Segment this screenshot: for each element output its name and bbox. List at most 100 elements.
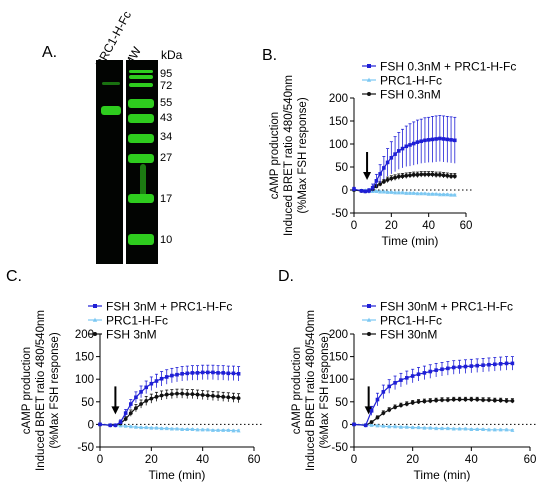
western-blot-image [96, 60, 158, 264]
data-point [211, 394, 215, 398]
mw-label-17: 17 [160, 193, 173, 205]
data-point [445, 426, 450, 431]
data-point [404, 402, 409, 406]
data-point [206, 370, 210, 375]
data-point [387, 384, 391, 389]
data-point [369, 409, 374, 413]
y-axis-label-line: cAMP production [269, 112, 281, 199]
data-point [180, 391, 185, 396]
data-point [487, 398, 491, 402]
data-point [411, 191, 416, 195]
data-point [498, 362, 503, 366]
marker-band-72 [129, 83, 153, 87]
y-tick-label: 150 [75, 352, 94, 364]
data-point [159, 426, 164, 431]
data-point [410, 425, 415, 430]
data-point [139, 402, 143, 406]
data-point [393, 190, 398, 195]
data-point [453, 138, 457, 143]
data-point [449, 174, 453, 179]
data-point [441, 173, 446, 178]
data-point [451, 365, 456, 370]
data-point [430, 191, 435, 196]
y-axis-label-line: (%Max FSH response) [49, 332, 61, 448]
data-point [457, 426, 462, 431]
legend-label: FSH 30nM + PRC1-H-Fc [380, 300, 513, 314]
data-point [113, 423, 118, 428]
data-point [481, 363, 485, 367]
y-axis-label-line: (%Max FSH response) [297, 97, 309, 213]
data-point [359, 189, 364, 193]
data-point [393, 405, 397, 410]
data-point [363, 423, 368, 428]
data-point [231, 395, 236, 400]
legend-label: FSH 0.3nM [380, 88, 441, 102]
data-point [387, 424, 392, 429]
data-point [169, 392, 174, 397]
data-point [430, 137, 435, 142]
series-fsh-3nm-prc1-h-fc [98, 364, 241, 428]
data-point [463, 397, 468, 402]
legend-marker [93, 304, 97, 308]
data-point [441, 192, 446, 197]
data-point [399, 403, 403, 408]
data-point [164, 426, 169, 431]
data-point [504, 361, 509, 366]
data-point [445, 137, 450, 142]
data-point [437, 192, 442, 197]
legend-marker [367, 92, 371, 96]
data-point [440, 367, 444, 372]
data-point [381, 424, 386, 428]
sample-band-faint [102, 82, 120, 85]
data-point [393, 424, 398, 429]
y-tick-label: 50 [81, 397, 94, 409]
x-tick-label: 20 [385, 220, 398, 232]
data-point [399, 378, 403, 382]
legend-marker [92, 317, 98, 322]
legend-label: FSH 0.3nM + PRC1-H-Fc [380, 60, 516, 74]
data-point [422, 191, 427, 196]
data-point [205, 393, 210, 398]
legend-marker [367, 304, 371, 308]
series-fsh-0-3nm-prc1-h-fc [352, 115, 457, 194]
series-fsh-30nm-prc1-h-fc [352, 356, 515, 428]
x-tick-label: 0 [351, 454, 357, 466]
data-point [404, 173, 409, 178]
legend-label: PRC1-H-Fc [380, 314, 442, 328]
data-point [449, 192, 454, 197]
x-axis-label: Time (min) [414, 468, 471, 482]
y-axis-label-line: cAMP production [291, 347, 303, 434]
y-axis-label-line: cAMP production [21, 347, 33, 434]
data-point [108, 423, 113, 428]
data-point [419, 172, 424, 177]
mw-label-72: 72 [160, 80, 173, 92]
chart-panel-d: cAMP production Induced BRET ratio 480/54… [291, 300, 538, 482]
data-point [128, 424, 133, 429]
data-point [216, 371, 220, 375]
legend-marker [367, 64, 371, 68]
data-point [381, 179, 386, 184]
data-point [236, 396, 241, 401]
data-point [440, 426, 444, 431]
kda-unit-label: kDa [161, 48, 183, 62]
marker-band-95b [129, 75, 153, 79]
data-point [123, 424, 128, 428]
data-point [352, 187, 356, 191]
data-point [118, 423, 123, 428]
data-point [205, 427, 210, 432]
data-point [98, 422, 102, 427]
y-tick-label: -50 [77, 442, 94, 454]
data-point [422, 371, 427, 375]
data-point [438, 136, 442, 141]
data-point [416, 399, 421, 404]
data-point [487, 362, 491, 367]
data-point [428, 425, 433, 430]
y-axis-label-line: Induced BRET ratio 480/540nm [35, 310, 47, 471]
data-point [369, 423, 374, 427]
data-point [211, 370, 215, 375]
data-point [363, 189, 367, 194]
data-point [400, 190, 405, 195]
data-point [408, 191, 412, 195]
data-point [469, 397, 474, 402]
y-tick-label: 200 [75, 329, 94, 341]
